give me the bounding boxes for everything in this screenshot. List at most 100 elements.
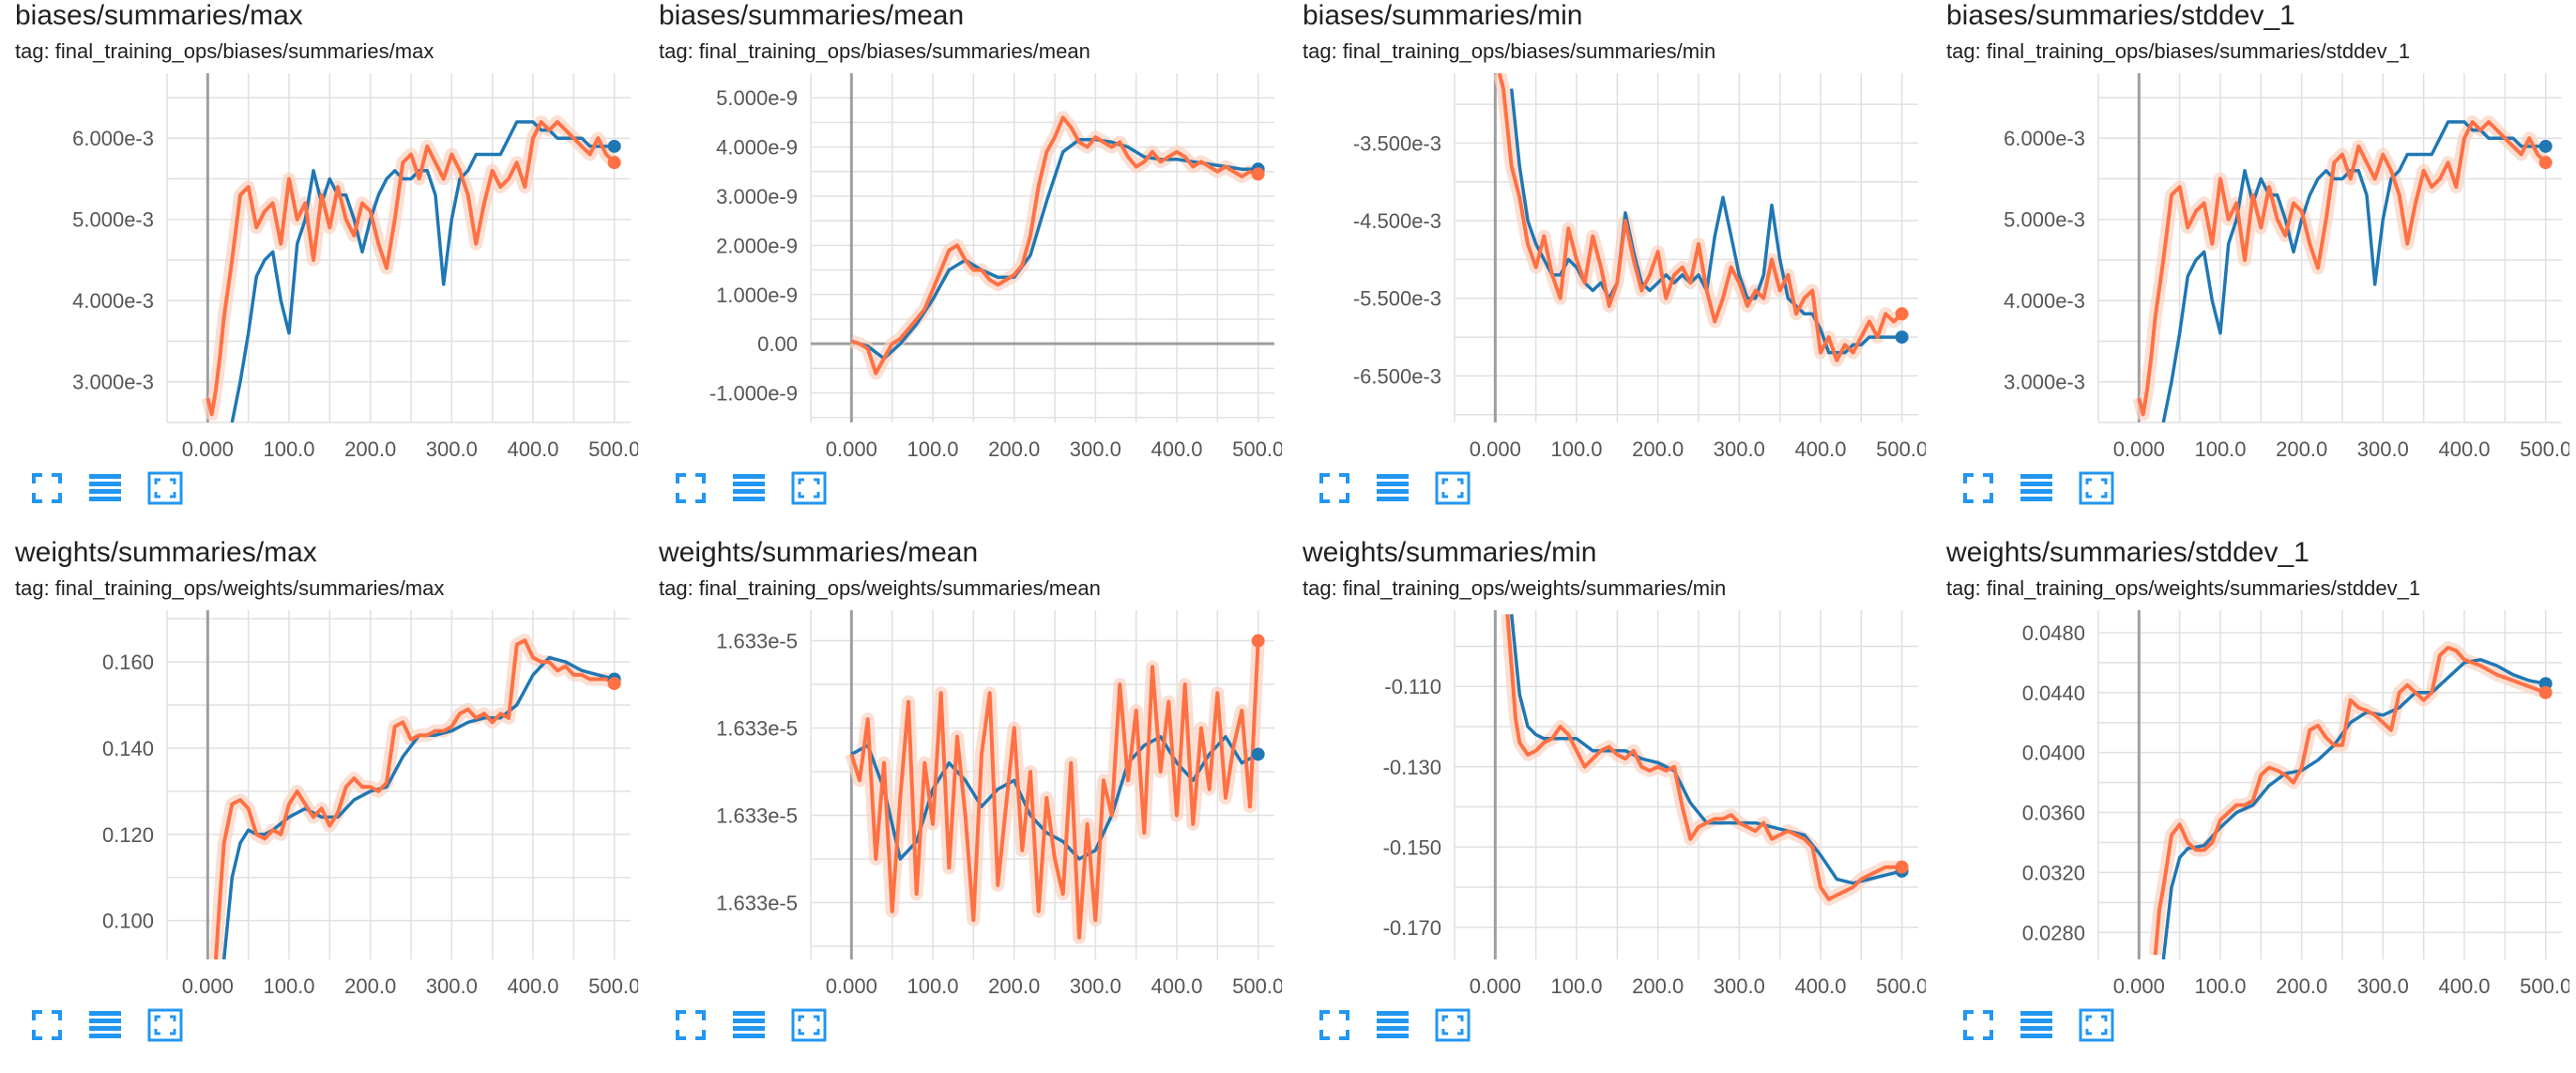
- line-chart[interactable]: 0.100 0.120 0.140 0.160 0.000 100.0 200.0 300.0…: [0, 605, 638, 999]
- y-tick-label: 1.633e-5: [716, 717, 798, 741]
- y-tick-label: -1.000e-9: [709, 382, 798, 406]
- y-tick-label: 6.000e-3: [72, 127, 154, 150]
- chart-title: biases/summaries/max: [15, 0, 303, 31]
- y-tick-label: -6.500e-3: [1353, 364, 1441, 388]
- y-tick-label: 0.0320: [2022, 861, 2085, 884]
- y-tick-label: 1.633e-5: [716, 892, 798, 915]
- chart-title: biases/summaries/mean: [659, 0, 965, 31]
- x-tick-label: 100.0: [1550, 437, 1602, 461]
- x-tick-label: 200.0: [344, 437, 396, 461]
- fit-domain-button[interactable]: [1434, 1006, 1471, 1044]
- x-tick-label: 0.000: [2113, 437, 2165, 461]
- chart-title: weights/summaries/min: [1303, 537, 1597, 568]
- y-tick-label: 0.0480: [2022, 621, 2085, 645]
- x-tick-label: 200.0: [1632, 437, 1684, 461]
- data-table-button[interactable]: [1374, 1006, 1411, 1044]
- raw-end-point: [2538, 156, 2553, 170]
- data-table-button[interactable]: [1374, 469, 1411, 507]
- fit-domain-icon: [2079, 471, 2114, 505]
- x-tick-label: 500.0: [2520, 974, 2569, 998]
- chart-tag: tag: final_training_ops/biases/summaries…: [1303, 39, 1716, 63]
- data-table-button[interactable]: [86, 1006, 124, 1044]
- y-tick-label: -4.500e-3: [1353, 209, 1441, 233]
- line-chart[interactable]: -1.000e-9 0.00 1.000e-9 2.000e-9 3.000e-9 4.0…: [644, 68, 1282, 462]
- data-table-icon: [1377, 474, 1409, 501]
- fullscreen-button[interactable]: [28, 1006, 66, 1044]
- line-chart[interactable]: 3.000e-3 4.000e-3 5.000e-3 6.000e-3 0.000 100…: [0, 68, 638, 462]
- raw-series-line: [214, 638, 616, 959]
- raw-end-point: [607, 156, 621, 170]
- fit-domain-button[interactable]: [146, 469, 184, 507]
- line-chart[interactable]: -3.500e-3 -4.500e-3 -5.500e-3 -6.500e-3 0.00…: [1288, 68, 1926, 462]
- data-table-button[interactable]: [86, 469, 124, 507]
- x-tick-label: 500.0: [1876, 437, 1926, 461]
- x-tick-label: 100.0: [907, 974, 958, 998]
- x-tick-label: 0.000: [2113, 974, 2165, 998]
- x-tick-label: 0.000: [182, 437, 234, 461]
- fullscreen-button[interactable]: [1959, 469, 1997, 507]
- chart-tag: tag: final_training_ops/biases/summaries…: [659, 39, 1090, 63]
- x-tick-label: 400.0: [1151, 437, 1202, 461]
- raw-series-line: [850, 115, 1259, 376]
- y-tick-label: -5.500e-3: [1353, 287, 1441, 311]
- fullscreen-icon: [1963, 1010, 1993, 1040]
- fullscreen-button[interactable]: [1959, 1006, 1997, 1044]
- chart-tag: tag: final_training_ops/weights/summarie…: [1946, 576, 2421, 600]
- fullscreen-icon: [32, 473, 62, 503]
- x-tick-label: 100.0: [263, 437, 314, 461]
- line-chart[interactable]: -0.110 -0.130 -0.150 -0.170 0.000 100.0 200.0 3…: [1288, 605, 1926, 999]
- line-chart[interactable]: 1.633e-5 1.633e-5 1.633e-5 1.633e-5 0.000 100…: [644, 605, 1282, 999]
- fullscreen-button[interactable]: [1316, 1006, 1353, 1044]
- x-tick-label: 100.0: [907, 437, 958, 461]
- fullscreen-button[interactable]: [672, 469, 709, 507]
- fit-domain-icon: [791, 471, 827, 505]
- raw-series-band: [1501, 613, 1902, 906]
- x-tick-label: 500.0: [588, 974, 638, 998]
- x-tick-label: 400.0: [507, 974, 558, 998]
- x-tick-label: 400.0: [1794, 974, 1846, 998]
- fullscreen-icon: [1319, 1010, 1349, 1040]
- line-chart[interactable]: 3.000e-3 4.000e-3 5.000e-3 6.000e-3 0.000 100…: [1931, 68, 2569, 462]
- y-tick-label: 4.000e-9: [716, 136, 798, 160]
- fullscreen-button[interactable]: [28, 469, 66, 507]
- fullscreen-icon: [1963, 473, 1993, 503]
- fit-domain-button[interactable]: [146, 1006, 184, 1044]
- smoothed-series-line: [221, 655, 616, 959]
- y-tick-label: 3.000e-3: [72, 371, 154, 394]
- x-tick-label: 0.000: [1470, 437, 1521, 461]
- y-tick-label: -3.500e-3: [1353, 131, 1441, 155]
- fullscreen-button[interactable]: [672, 1006, 709, 1044]
- x-tick-label: 500.0: [1876, 974, 1926, 998]
- y-tick-label: -0.170: [1383, 916, 1441, 940]
- x-tick-label: 300.0: [2357, 974, 2409, 998]
- data-table-button[interactable]: [730, 469, 768, 507]
- fullscreen-icon: [32, 1010, 62, 1040]
- data-table-button[interactable]: [730, 1006, 768, 1044]
- x-tick-label: 300.0: [1070, 974, 1121, 998]
- chart-card: weights/summaries/min tag: final_training…: [1288, 537, 1926, 1072]
- line-chart[interactable]: 0.0280 0.0320 0.0360 0.0400 0.0440 0.0480 0.00…: [1931, 605, 2569, 999]
- data-table-icon: [2020, 1011, 2052, 1038]
- y-tick-label: 6.000e-3: [2004, 127, 2085, 150]
- chart-title: weights/summaries/mean: [659, 537, 979, 568]
- x-tick-label: 200.0: [988, 974, 1040, 998]
- fit-domain-button[interactable]: [2078, 1006, 2115, 1044]
- fit-domain-button[interactable]: [1434, 469, 1471, 507]
- fit-domain-button[interactable]: [790, 1006, 828, 1044]
- x-tick-label: 200.0: [2276, 974, 2327, 998]
- chart-card: weights/summaries/mean tag: final_trainin…: [644, 537, 1282, 1072]
- fit-domain-button[interactable]: [790, 469, 828, 507]
- raw-series-band: [2148, 640, 2549, 956]
- x-tick-label: 100.0: [1550, 974, 1602, 998]
- fit-domain-icon: [147, 1008, 183, 1042]
- data-table-button[interactable]: [2018, 469, 2055, 507]
- y-tick-label: 2.000e-9: [716, 234, 798, 257]
- y-tick-label: -0.110: [1384, 675, 1441, 698]
- raw-series-line: [849, 640, 1260, 940]
- chart-tag: tag: final_training_ops/biases/summaries…: [1946, 39, 2411, 63]
- data-table-icon: [733, 1011, 765, 1038]
- chart-tag: tag: final_training_ops/biases/summaries…: [15, 39, 434, 63]
- data-table-button[interactable]: [2018, 1006, 2055, 1044]
- fit-domain-button[interactable]: [2078, 469, 2115, 507]
- fullscreen-button[interactable]: [1316, 469, 1353, 507]
